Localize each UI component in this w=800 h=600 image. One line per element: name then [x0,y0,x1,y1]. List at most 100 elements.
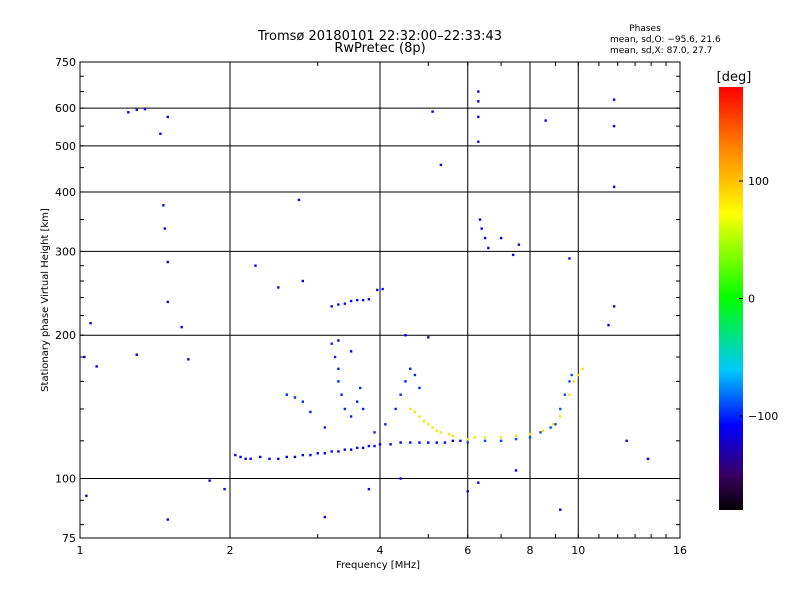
data-point [163,227,167,230]
data-point [340,393,343,396]
data-point [166,300,169,304]
data-point [499,236,503,240]
chart-title: Tromsø 20180101 22:32:00–22:33:43 [257,29,502,44]
data-point [499,439,503,443]
data-point [349,415,353,418]
data-point [528,432,532,436]
data-point [293,396,297,399]
data-point [443,441,447,444]
data-point [127,111,130,114]
data-point [378,443,382,446]
data-point [355,298,359,302]
y-axis-label: Stationary phase Virtual Height [km] [40,208,51,392]
data-point [355,400,359,403]
data-point [297,198,301,202]
data-point [539,431,542,434]
data-point [143,107,147,111]
data-point [418,415,421,418]
data-point [135,353,138,356]
data-point [85,494,88,497]
data-point [358,386,362,390]
data-point [166,115,169,119]
data-point [381,287,384,291]
data-point [285,393,288,396]
data-point [413,410,417,414]
data-point [349,448,353,451]
data-point [431,426,434,429]
y-tick-label: 750 [55,56,76,69]
data-point [431,110,434,113]
data-point [544,119,547,122]
colorbar-ticks: 100 0 −100 [739,175,778,423]
data-point [337,303,340,306]
data-point [477,115,480,119]
colorbar-label: [deg] [717,70,752,85]
data-point [89,321,92,325]
data-point [244,457,247,461]
data-point [333,355,337,359]
x-tick-label: 6 [464,544,471,557]
data-point [337,339,340,342]
data-point [607,323,610,327]
data-point [427,336,430,339]
data-point [187,358,190,361]
y-tick-label: 200 [55,329,76,342]
data-point [559,407,562,411]
data-point [337,380,340,383]
data-point [254,264,257,267]
stats-heading: Phases [629,24,661,34]
data-point [559,415,562,418]
data-point [162,204,165,207]
data-point [409,367,412,371]
data-point [466,437,469,441]
data-point [343,407,347,411]
data-point [301,279,305,283]
data-point [394,407,397,411]
data-point [612,305,616,308]
data-point [427,441,430,444]
data-point [277,457,280,461]
data-point [309,410,312,414]
data-point [166,260,169,264]
stats-x-mode: mean, sd,X: 87.0, 27.7 [610,46,712,56]
data-point [95,365,98,368]
data-point [487,246,490,250]
data-point [337,450,340,453]
colorbar-tick-label: 0 [748,293,755,306]
data-point [439,431,443,434]
data-point [301,453,305,457]
data-point [517,243,521,246]
data-point [330,305,333,308]
data-point [473,436,477,439]
data-point [568,380,571,383]
data-point [277,286,280,289]
data-point [349,350,353,353]
data-point [447,432,451,436]
data-point [409,407,412,411]
y-tick-label: 500 [55,140,76,153]
data-point [483,439,487,443]
data-point [234,453,237,457]
data-point [367,487,371,491]
data-point [451,439,455,443]
x-tick-label: 16 [673,544,687,557]
data-point [511,253,515,257]
data-point [399,393,402,396]
data-point [418,386,421,390]
data-point [612,185,616,189]
data-point [361,407,365,411]
data-point [478,218,482,221]
data-point [483,236,487,240]
stats-o-mode: mean, sd,O: −95.6, 21.6 [610,35,721,45]
data-point [435,429,438,432]
data-point [323,426,327,429]
data-point [413,373,417,377]
data-point [323,452,327,455]
data-point [399,441,402,444]
data-point [343,448,347,451]
data-point [343,302,347,305]
data-point [301,400,305,403]
data-point [646,457,650,461]
data-point [316,452,319,455]
